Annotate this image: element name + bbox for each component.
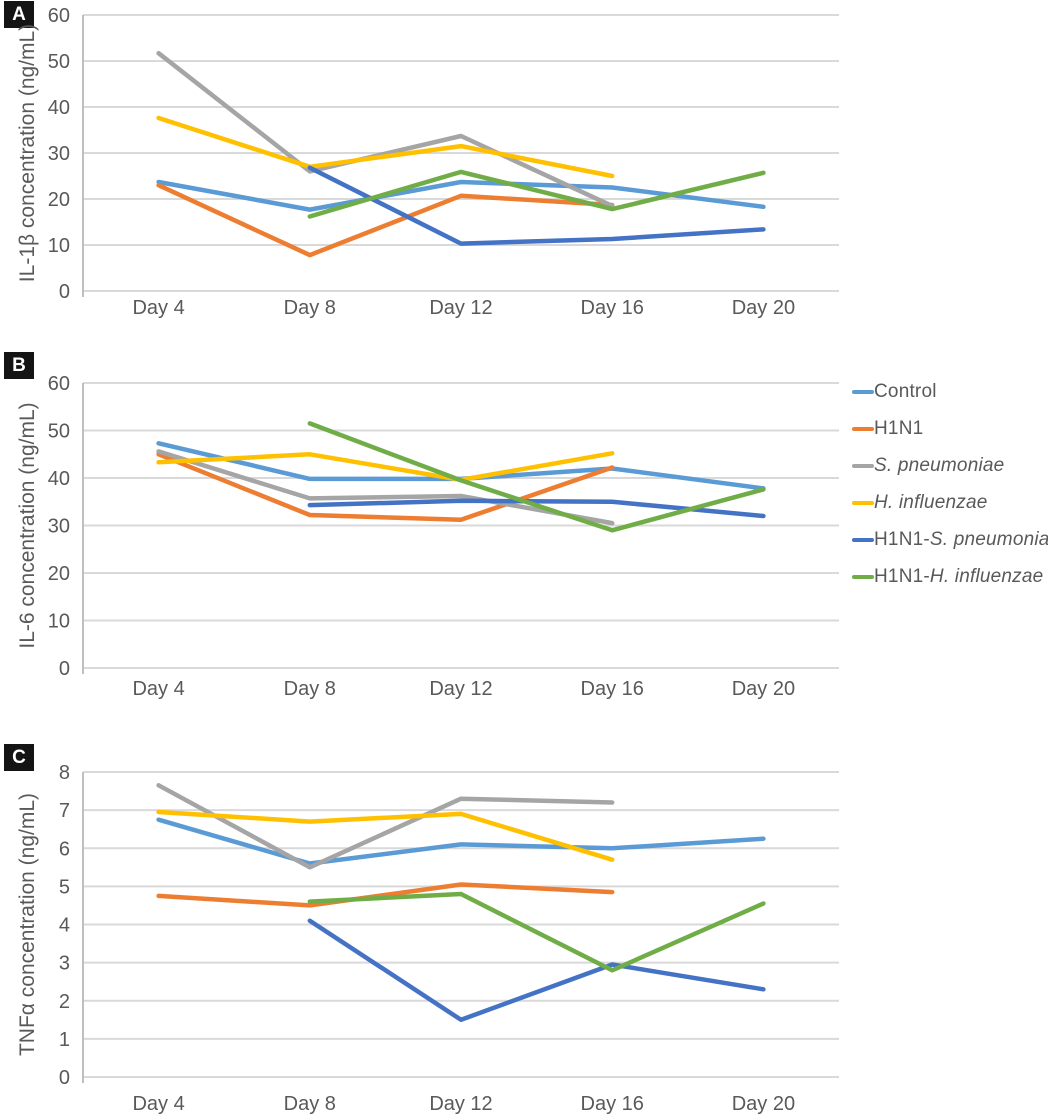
legend-marker <box>852 574 874 579</box>
x-tick-label: Day 4 <box>132 297 184 319</box>
legend-item-h-influenzae: H. influenzae <box>852 492 1048 513</box>
panel-label-c: C <box>4 744 34 771</box>
series-line-h-influenzae <box>156 115 615 179</box>
y-tick-label: 2 <box>59 991 70 1013</box>
series-line-h1n1-h-influenzae <box>307 891 766 973</box>
y-tick-label: 50 <box>48 51 70 73</box>
y-tick-label: 0 <box>59 281 70 303</box>
series-line-h1n1-s-pneumoniae <box>307 918 766 1023</box>
y-tick-label: 0 <box>59 658 70 680</box>
y-tick-label: 60 <box>48 373 70 395</box>
y-tick-label: 50 <box>48 421 70 443</box>
series-line-s-pneumoniae <box>156 449 615 526</box>
y-axis-title: TNFα concentration (ng/mL) <box>16 793 39 1056</box>
legend-label: H1N1-S. pneumoniae <box>874 528 1048 550</box>
y-tick-label: 4 <box>59 915 70 937</box>
x-tick-label: Day 16 <box>581 297 644 319</box>
series-line-s-pneumoniae <box>156 50 615 209</box>
y-tick-label: 20 <box>48 189 70 211</box>
line-chart-tnfa: 0 1 2 3 4 5 6 7 8 Day 4 Day 8 Day 12 Day 16 Day 20 TNF… <box>16 762 839 1115</box>
y-tick-label: 5 <box>59 876 70 898</box>
x-tick-label: Day 4 <box>132 678 184 700</box>
y-axis-title: IL-1β concentration (ng/mL) <box>16 24 39 282</box>
y-tick-label: 30 <box>48 143 70 165</box>
x-tick-label: Day 8 <box>284 1093 336 1115</box>
legend-marker <box>852 426 874 431</box>
series-line-h-influenzae <box>156 809 615 862</box>
x-tick-label: Day 12 <box>429 297 492 319</box>
x-tick-label: Day 20 <box>732 297 795 319</box>
x-tick-label: Day 20 <box>732 678 795 700</box>
y-tick-label: 0 <box>59 1067 70 1089</box>
series-line-control <box>156 817 766 866</box>
y-axis-title: IL-6 concentration (ng/mL) <box>16 402 39 648</box>
line-chart-il6: 0 10 20 30 40 50 60 Day 4 Day 8 Day 12 Day 16 Day 2… <box>16 373 839 700</box>
legend: Control H1N1 S. pneumoniae H. influenzae H1N… <box>852 381 1048 603</box>
x-tick-label: Day 16 <box>581 678 644 700</box>
series-line-h1n1 <box>156 452 615 523</box>
y-tick-label: 3 <box>59 953 70 975</box>
legend-item-control: Control <box>852 381 1048 402</box>
legend-marker <box>852 463 874 468</box>
y-tick-label: 10 <box>48 611 70 633</box>
legend-label: S. pneumoniae <box>874 454 1005 476</box>
x-tick-label: Day 8 <box>284 297 336 319</box>
series-line-h1n1-h-influenzae <box>307 169 766 219</box>
y-tick-label: 20 <box>48 563 70 585</box>
x-tick-label: Day 12 <box>429 678 492 700</box>
legend-item-h1n1-s-pneumoniae: H1N1-S. pneumoniae <box>852 529 1048 550</box>
legend-marker <box>852 389 874 394</box>
legend-marker <box>852 537 874 542</box>
y-tick-label: 1 <box>59 1029 70 1051</box>
series-line-control <box>156 179 766 212</box>
legend-label: H1N1 <box>874 417 924 439</box>
panel-label-a: A <box>4 1 34 28</box>
x-tick-label: Day 16 <box>581 1093 644 1115</box>
y-tick-label: 30 <box>48 516 70 538</box>
series-line-h1n1-h-influenzae <box>307 421 766 533</box>
legend-label: Control <box>874 380 937 402</box>
y-tick-label: 6 <box>59 838 70 860</box>
x-tick-label: Day 20 <box>732 1093 795 1115</box>
legend-label: H1N1-H. influenzae <box>874 565 1044 587</box>
series-line-h1n1-s-pneumoniae <box>307 165 766 246</box>
legend-item-s-pneumoniae: S. pneumoniae <box>852 455 1048 476</box>
y-tick-label: 8 <box>59 762 70 784</box>
legend-item-h1n1: H1N1 <box>852 418 1048 439</box>
y-tick-label: 10 <box>48 235 70 257</box>
y-tick-label: 60 <box>48 5 70 27</box>
legend-marker <box>852 500 874 505</box>
series-line-h1n1 <box>156 182 615 258</box>
series-line-s-pneumoniae <box>156 783 615 870</box>
y-tick-label: 40 <box>48 468 70 490</box>
legend-item-h1n1-h-influenzae: H1N1-H. influenzae <box>852 566 1048 587</box>
panel-label-b: B <box>4 352 34 379</box>
line-chart-il1b: 0 10 20 30 40 50 60 Day 4 Day 8 Day 12 Day 16 Day 2… <box>16 5 839 319</box>
series-line-h-influenzae <box>156 451 615 483</box>
x-tick-label: Day 8 <box>284 678 336 700</box>
x-tick-label: Day 12 <box>429 1093 492 1115</box>
legend-label: H. influenzae <box>874 491 988 513</box>
y-tick-label: 7 <box>59 800 70 822</box>
y-tick-label: 40 <box>48 97 70 119</box>
series-line-h1n1 <box>156 882 615 908</box>
x-tick-label: Day 4 <box>132 1093 184 1115</box>
